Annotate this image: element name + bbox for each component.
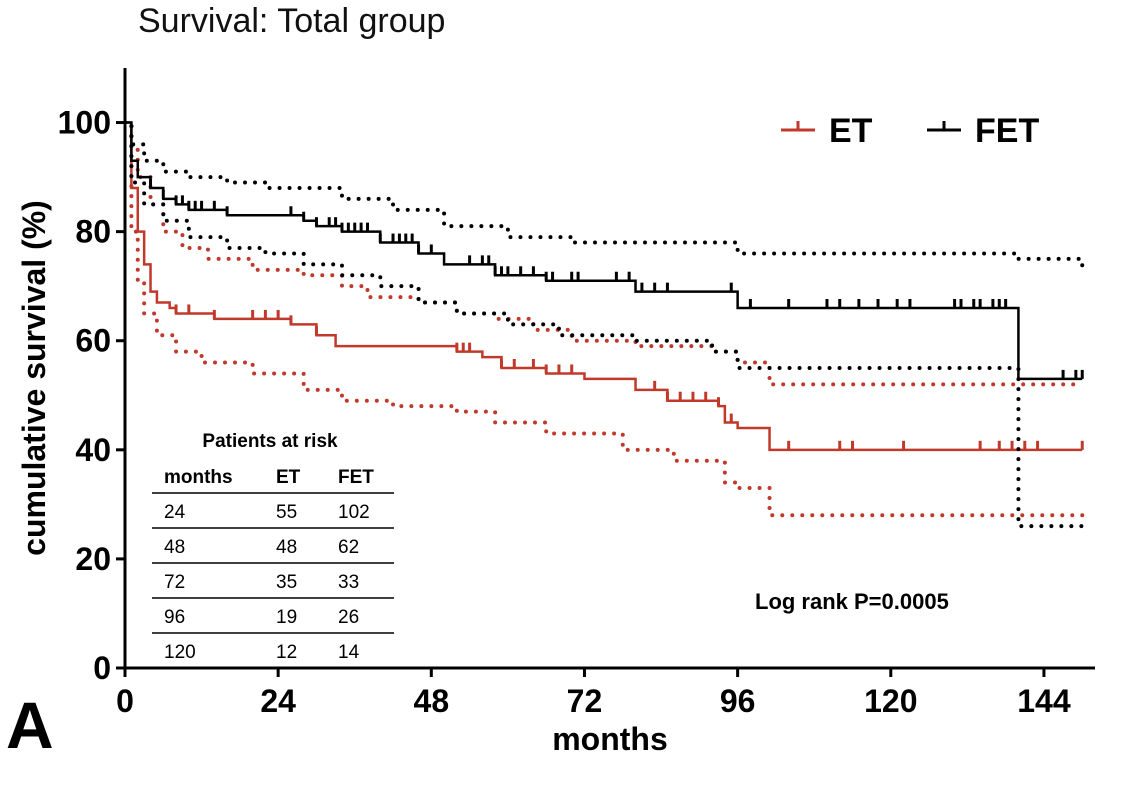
- x-tick-label: 96: [720, 683, 756, 719]
- ci-upper-fet: [123, 120, 1085, 272]
- ci-lower-fet: [123, 120, 1085, 529]
- x-axis-label: months: [552, 721, 668, 757]
- log-rank-annotation: Log rank P=0.0005: [755, 589, 949, 614]
- risk-table-cell: 33: [338, 572, 359, 593]
- y-tick-label: 100: [58, 105, 111, 141]
- risk-table-cell: 62: [338, 537, 359, 558]
- y-tick-label: 40: [75, 432, 111, 468]
- risk-table-cell: 12: [276, 642, 297, 663]
- risk-table-cell: 120: [164, 642, 196, 663]
- risk-table-cell: 14: [338, 642, 360, 663]
- risk-table-cell: 55: [276, 502, 297, 523]
- x-tick-label: 24: [260, 683, 296, 719]
- x-tick-label: 120: [864, 683, 917, 719]
- x-tick-label: 144: [1017, 683, 1071, 719]
- y-axis-label: cumulative survival (%): [16, 200, 52, 556]
- y-tick-label: 80: [75, 214, 111, 250]
- risk-table-cell: 48: [276, 537, 297, 558]
- risk-table-header: months: [164, 467, 233, 488]
- y-tick-label: 20: [75, 541, 111, 577]
- risk-table-cell: 35: [276, 572, 297, 593]
- y-tick-label: 60: [75, 323, 111, 359]
- y-tick-label: 0: [93, 650, 111, 686]
- risk-table-cell: 24: [164, 502, 186, 523]
- x-tick-label: 48: [414, 683, 450, 719]
- survival-line-et: [125, 121, 1083, 452]
- risk-table-cell: 19: [276, 607, 297, 628]
- legend-label-et: ET: [829, 112, 873, 150]
- ci-upper-et: [123, 120, 1085, 387]
- risk-table-header: ET: [276, 467, 301, 488]
- ci-lower-et: [123, 120, 1085, 523]
- chart-title: Survival: Total group: [138, 2, 446, 40]
- risk-table-cell: 26: [338, 607, 359, 628]
- risk-table-cell: 102: [338, 502, 370, 523]
- survival-line-fet: [125, 121, 1083, 381]
- x-tick-label: 0: [116, 683, 134, 719]
- legend-label-fet: FET: [975, 112, 1039, 150]
- risk-table-cell: 72: [164, 572, 185, 593]
- risk-table-header: FET: [338, 467, 374, 488]
- risk-table-cell: 96: [164, 607, 185, 628]
- risk-table-title: Patients at risk: [202, 431, 338, 452]
- x-tick-label: 72: [567, 683, 603, 719]
- risk-table-cell: 48: [164, 537, 185, 558]
- panel-label: A: [6, 688, 54, 762]
